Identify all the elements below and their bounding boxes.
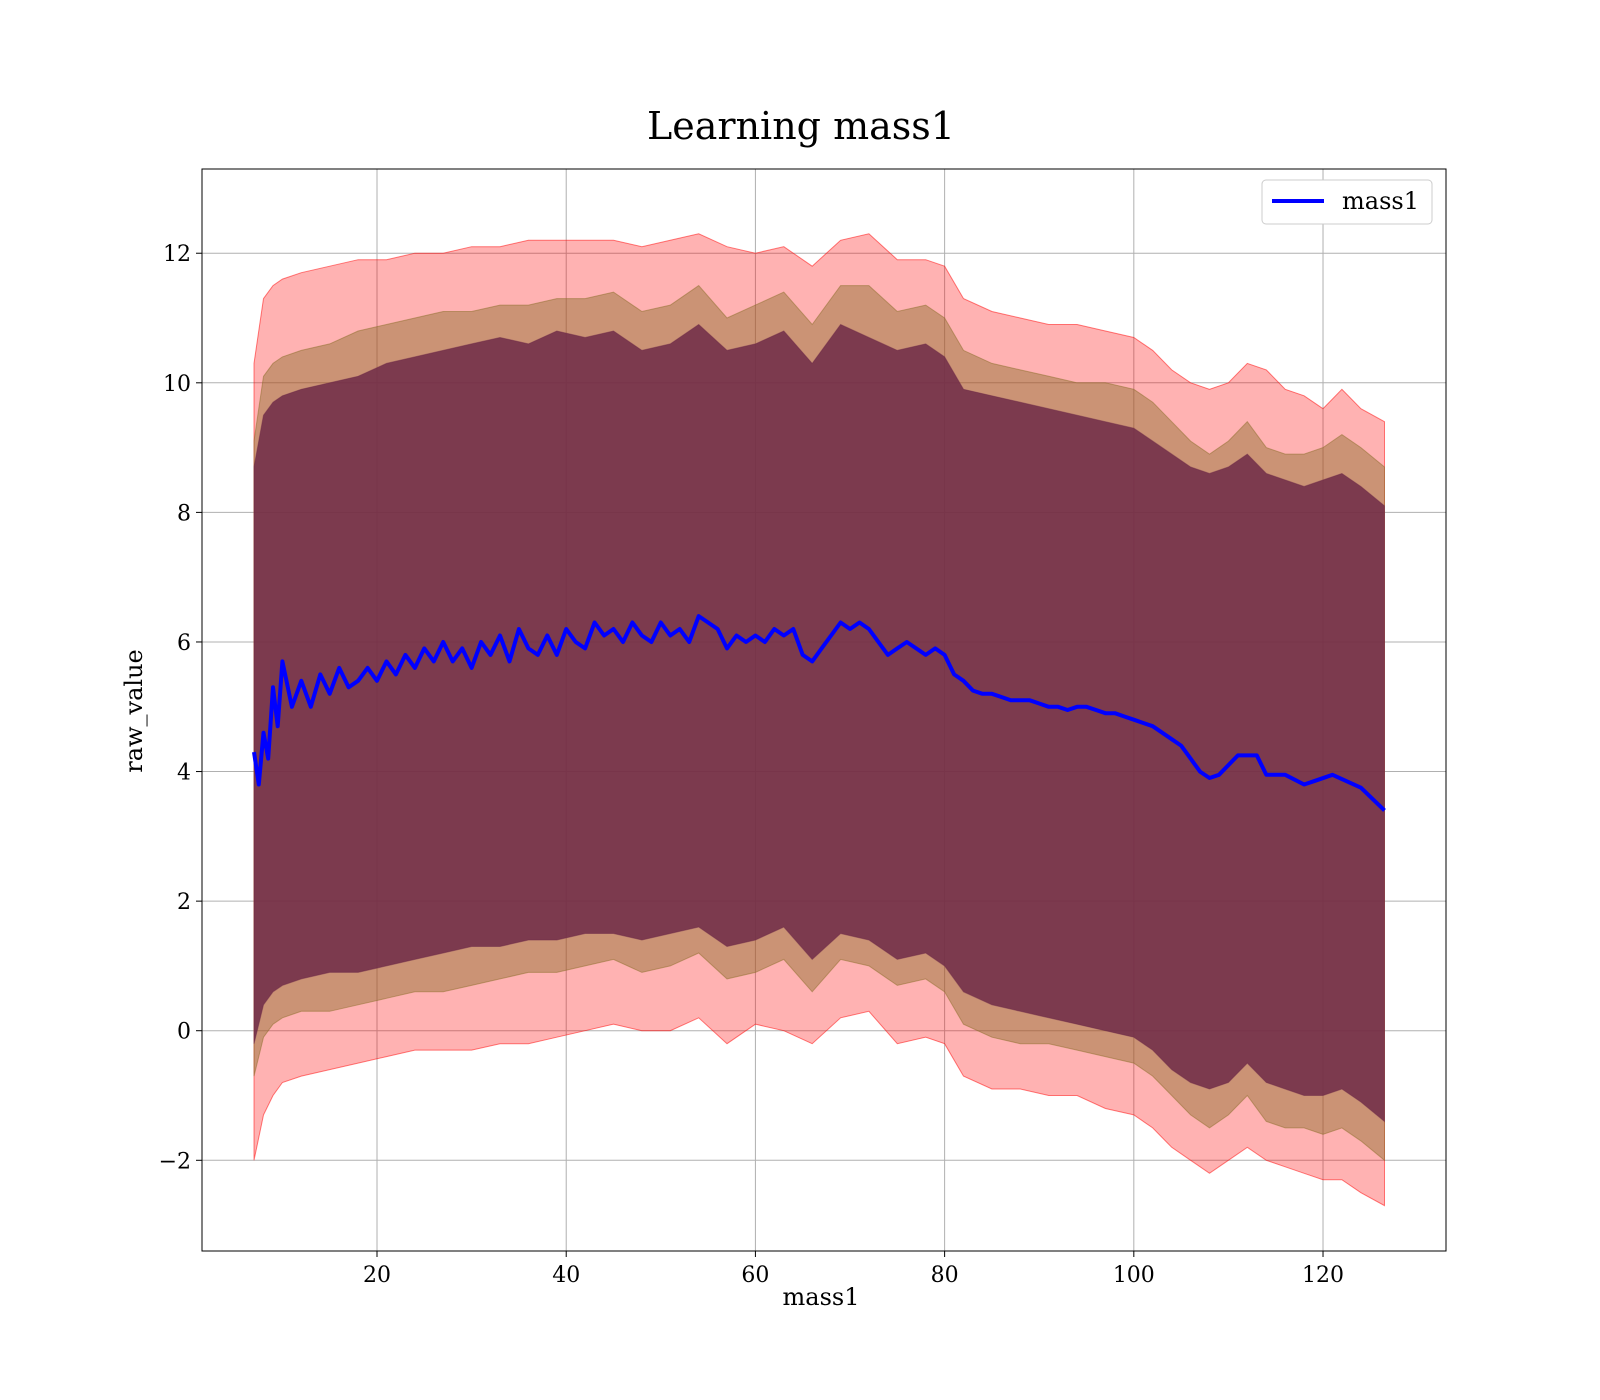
legend-box <box>1261 179 1433 225</box>
y-tick-label: −2 <box>159 1149 191 1174</box>
y-tick-label: 6 <box>177 631 191 656</box>
series-line-mass1 <box>252 614 1386 812</box>
x-axis-label: mass1 <box>783 1283 860 1311</box>
series-lines <box>252 614 1386 812</box>
x-tick-label: 60 <box>741 1263 769 1288</box>
confidence-bands <box>253 233 1385 1207</box>
y-tick-label: 12 <box>163 242 191 267</box>
band-inner <box>253 323 1385 1123</box>
plot-frame <box>201 168 1447 1252</box>
x-tick-label: 40 <box>552 1263 580 1288</box>
x-ticks: 20 40 60 80 100 120 <box>363 1251 1344 1288</box>
y-tick-label: 8 <box>177 501 191 526</box>
x-tick-label: 20 <box>363 1263 391 1288</box>
y-tick-label: 4 <box>177 761 191 786</box>
x-tick-label: 80 <box>931 1263 959 1288</box>
x-tick-label: 120 <box>1302 1263 1344 1288</box>
x-tick-label: 100 <box>1113 1263 1155 1288</box>
y-tick-label: 10 <box>163 372 191 397</box>
legend-label-mass1: mass1 <box>1342 187 1419 215</box>
y-tick-label: 0 <box>177 1020 191 1045</box>
y-tick-label: 2 <box>177 890 191 915</box>
legend: mass1 <box>1261 179 1433 225</box>
y-ticks: −2 0 2 4 6 8 10 12 <box>159 242 202 1174</box>
y-axis-label: raw_value <box>120 649 148 773</box>
chart-title: Learning mass1 <box>647 104 955 148</box>
